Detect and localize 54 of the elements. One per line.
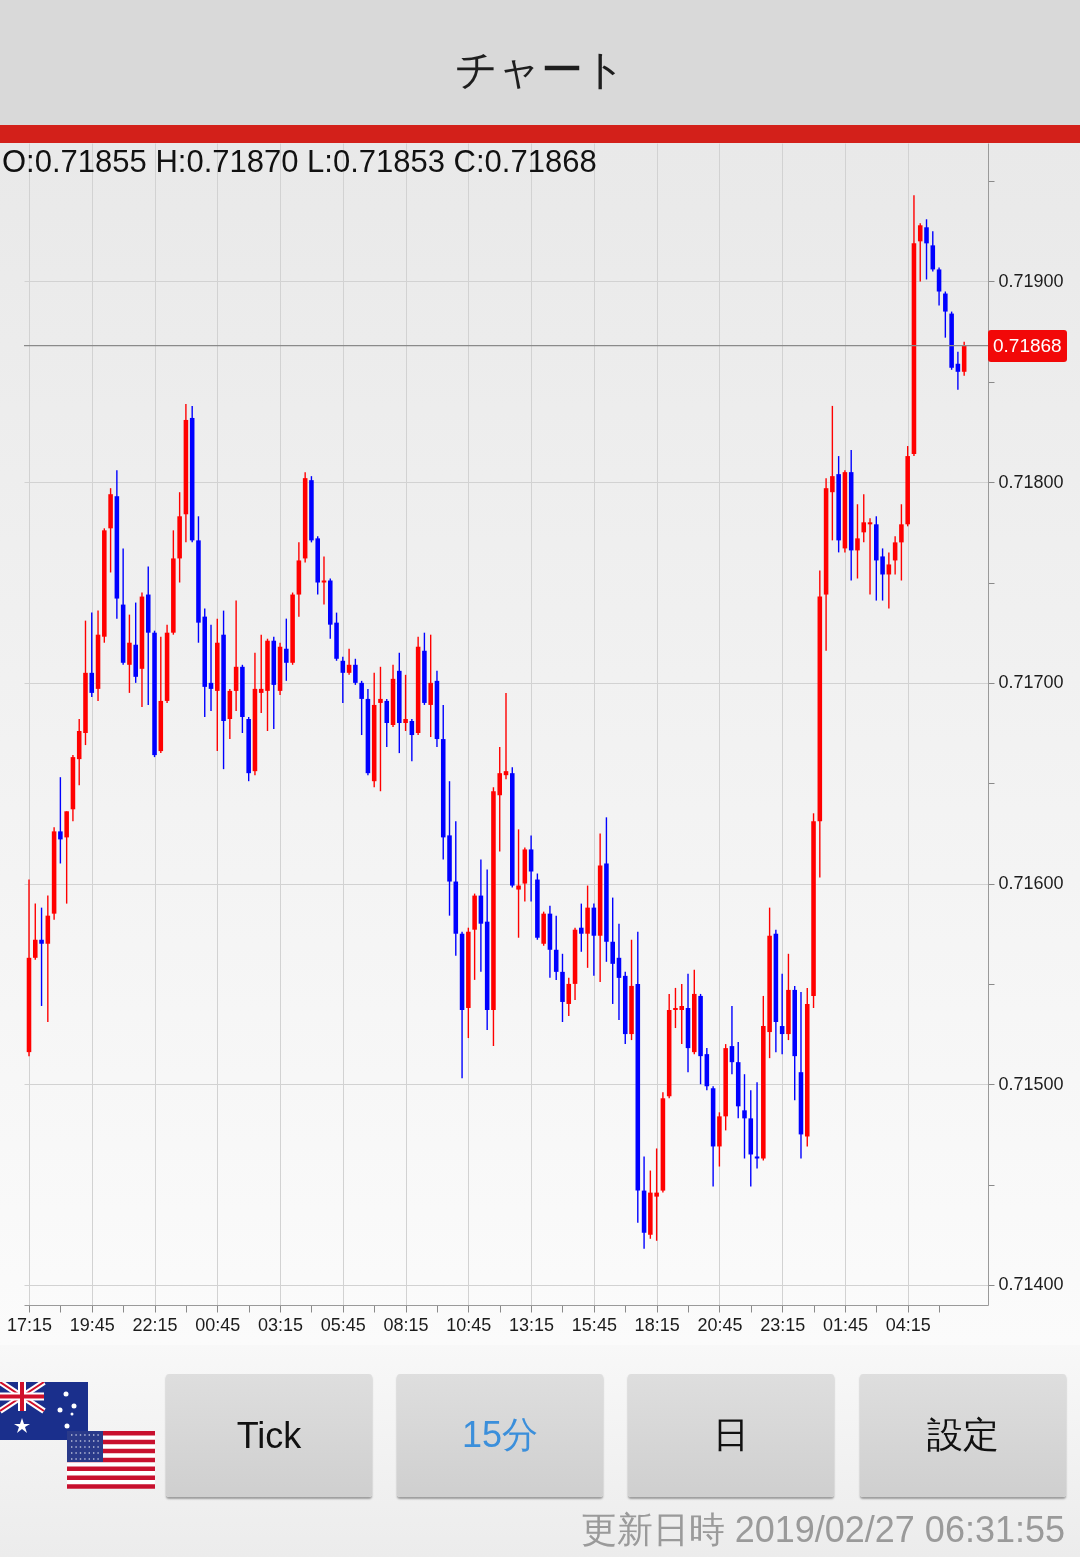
candlestick <box>943 290 948 339</box>
candlestick <box>936 266 942 307</box>
x-tick-label: 23:15 <box>760 1314 806 1335</box>
tab-button[interactable]: Tick <box>166 1374 372 1497</box>
candlestick <box>579 902 584 953</box>
y-tick-label: 0.71400 <box>998 1274 1064 1295</box>
y-tick-label: 0.71600 <box>998 873 1064 894</box>
x-tick-label: 00:45 <box>195 1314 241 1335</box>
x-tick-label: 03:15 <box>258 1314 304 1335</box>
x-tick-label: 20:45 <box>697 1314 743 1335</box>
candlestick <box>284 617 289 682</box>
x-tick-label: 17:15 <box>6 1314 53 1335</box>
x-tick-label: 10:45 <box>446 1314 492 1335</box>
x-tick-label: 15:45 <box>571 1314 617 1335</box>
y-tick-label: 0.71800 <box>998 471 1064 492</box>
candlestick <box>359 680 364 736</box>
chart-title: チャート <box>453 45 627 95</box>
candlestick <box>39 906 44 1007</box>
candlestick <box>32 902 38 961</box>
x-tick-label: 13:15 <box>509 1314 555 1335</box>
candlestick <box>917 222 923 283</box>
candlestick <box>378 666 383 792</box>
y-tick-label: 0.71900 <box>998 270 1064 291</box>
annotation: O:0.71855 H:0.71870 L:0.71853 C:0.71868 <box>2 144 597 180</box>
candlestick <box>403 674 408 732</box>
candlestick <box>899 503 904 582</box>
candlestick <box>89 611 95 698</box>
candlestick <box>428 633 433 738</box>
candlestick <box>924 218 929 281</box>
x-tick-label: 05:45 <box>320 1314 366 1335</box>
candlestick <box>855 503 860 580</box>
text: 更新日時 2019/02/27 06:31:55 <box>580 1508 1065 1552</box>
y-tick-label: 0.71500 <box>998 1073 1064 1094</box>
candlestick <box>566 977 572 1017</box>
candlestick <box>830 405 835 542</box>
candlestick <box>353 658 358 686</box>
x-tick-label: 04:15 <box>885 1314 931 1335</box>
x-tick-label: 08:15 <box>383 1314 429 1335</box>
x-tick-label: 22:15 <box>132 1314 178 1335</box>
candlestick <box>58 776 63 865</box>
x-tick-label: 18:15 <box>634 1314 680 1335</box>
x-tick-label: 01:45 <box>822 1314 868 1335</box>
x-tick-label: 19:45 <box>69 1314 115 1335</box>
candlestick <box>861 493 867 544</box>
candlestick <box>610 896 615 1005</box>
tab-button[interactable]: 日 <box>628 1374 834 1497</box>
candlestick <box>742 1073 747 1160</box>
candlestick <box>384 698 390 748</box>
candlestick <box>528 834 534 903</box>
candlestick <box>127 613 132 694</box>
y-tick-label: 0.71700 <box>998 672 1064 693</box>
tab-button[interactable]: 設定 <box>860 1374 1066 1497</box>
candlestick <box>516 828 521 939</box>
ref-line-label: 0.71868 <box>988 329 1067 362</box>
